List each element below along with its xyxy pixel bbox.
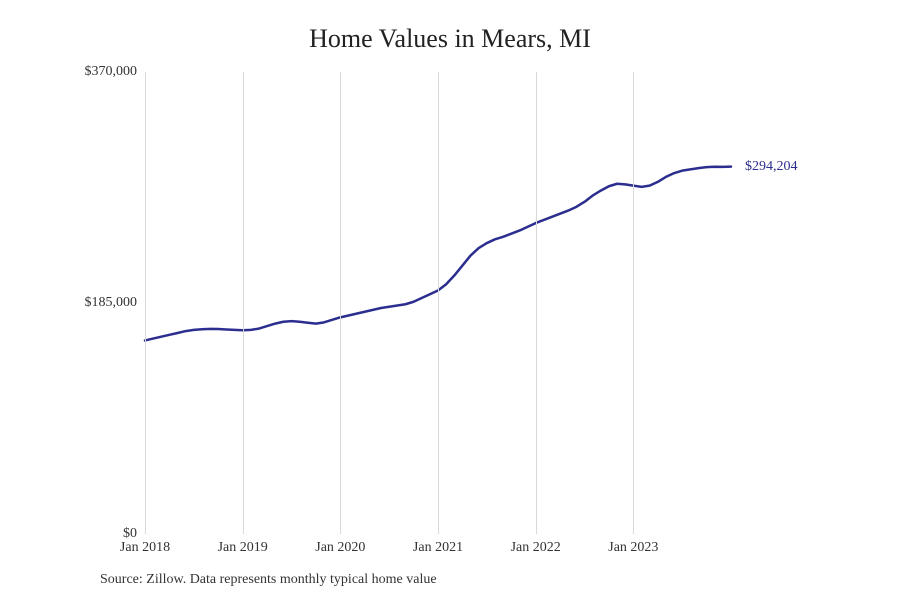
y-tick-label: $0 — [123, 526, 145, 542]
gridline — [633, 72, 634, 534]
series-end-label: $294,204 — [745, 159, 798, 175]
plot-area: $294,204 Jan 2018Jan 2019Jan 2020Jan 202… — [145, 72, 731, 534]
chart-title: Home Values in Mears, MI — [0, 24, 900, 54]
chart-container: Home Values in Mears, MI $294,204 Jan 20… — [0, 0, 900, 600]
x-tick-label: Jan 2019 — [218, 534, 268, 556]
gridline — [243, 72, 244, 534]
gridline — [145, 72, 146, 534]
y-tick-label: $185,000 — [85, 295, 146, 311]
x-tick-label: Jan 2021 — [413, 534, 463, 556]
x-tick-label: Jan 2022 — [511, 534, 561, 556]
y-tick-label: $370,000 — [85, 64, 146, 80]
source-caption: Source: Zillow. Data represents monthly … — [100, 572, 437, 588]
gridline — [438, 72, 439, 534]
x-tick-label: Jan 2020 — [315, 534, 365, 556]
gridline — [536, 72, 537, 534]
x-tick-label: Jan 2023 — [608, 534, 658, 556]
gridline — [340, 72, 341, 534]
